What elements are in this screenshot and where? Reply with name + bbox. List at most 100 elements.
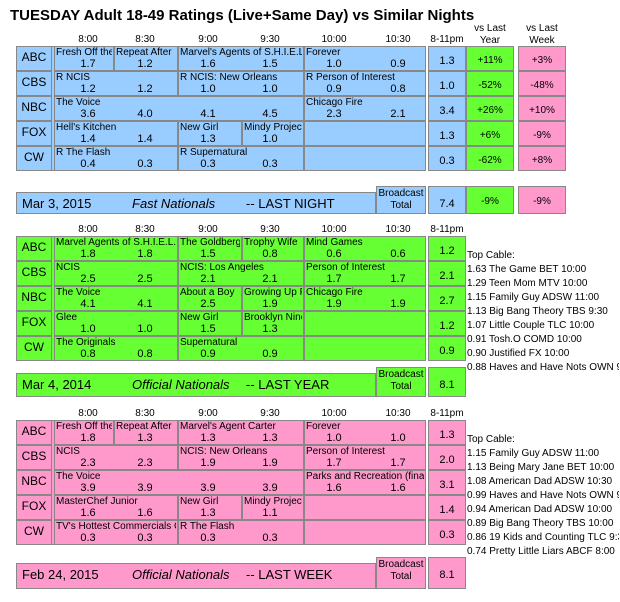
network-label: ABC bbox=[21, 424, 47, 438]
show-name: Marvel Agents of S.H.I.E.L.D bbox=[56, 237, 176, 248]
show-cell bbox=[242, 121, 304, 146]
show-name: Supernatural bbox=[180, 337, 238, 348]
rating-value: 1.6 bbox=[200, 58, 216, 70]
total-cell bbox=[428, 311, 466, 336]
network-label: FOX bbox=[21, 315, 47, 329]
time-slot-header: 8:30 bbox=[135, 34, 155, 45]
rating-value: 0.9 bbox=[262, 348, 278, 360]
network-cell bbox=[16, 71, 52, 96]
time-slot-header: 10:30 bbox=[385, 408, 411, 419]
top-cable-item: 0.91 Tosh.O COMD 10:00 bbox=[467, 334, 582, 345]
rating-value: 1.9 bbox=[262, 457, 278, 469]
show-name: Brooklyn Nine bbox=[244, 312, 302, 323]
top-cable-item: 1.08 American Dad ADSW 10:30 bbox=[467, 476, 613, 487]
rating-value: 4.1 bbox=[200, 108, 216, 120]
time-slot-header: 8-11pm bbox=[430, 408, 464, 419]
rating-value: 0.3 bbox=[262, 532, 278, 544]
show-name: NCIS bbox=[56, 262, 80, 273]
footer-suffix: -- LAST WEEK bbox=[246, 567, 333, 582]
show-name: Fresh Off the bbox=[56, 47, 112, 58]
show-cell bbox=[54, 261, 178, 286]
show-cell bbox=[242, 286, 304, 311]
time-slot-header: 9:00 bbox=[198, 408, 218, 419]
rating-value: 0.3 bbox=[200, 532, 216, 544]
show-name: R NCIS bbox=[56, 72, 90, 83]
show-cell bbox=[242, 311, 304, 336]
show-name: Repeat After bbox=[116, 47, 172, 58]
show-cell bbox=[54, 520, 178, 545]
footer-label: Official Nationals bbox=[132, 567, 230, 582]
show-cell bbox=[54, 121, 178, 146]
network-cell bbox=[16, 445, 52, 470]
show-cell bbox=[54, 71, 178, 96]
show-cell bbox=[178, 46, 304, 71]
rating-value: 1.7 bbox=[390, 273, 406, 285]
rating-value: 1.9 bbox=[390, 298, 406, 310]
time-slot-header: 8-11pm bbox=[430, 34, 464, 45]
network-cell bbox=[16, 121, 52, 146]
show-name: The Originals bbox=[56, 337, 116, 348]
show-cell bbox=[178, 236, 242, 261]
rating-value: 1.0 bbox=[80, 323, 96, 335]
total-value: 0.3 bbox=[439, 155, 455, 167]
top-cable-item: 1.63 The Game BET 10:00 bbox=[467, 264, 587, 275]
vs-year-cell bbox=[466, 96, 514, 121]
total-cell bbox=[428, 96, 466, 121]
network-label: CBS bbox=[21, 449, 47, 463]
top-cable-heading: Top Cable: bbox=[467, 434, 515, 445]
network-cell bbox=[16, 311, 52, 336]
network-label: ABC bbox=[21, 240, 47, 254]
total-value: 2.0 bbox=[439, 454, 455, 466]
vs-year-cell bbox=[466, 121, 514, 146]
rating-value: 1.2 bbox=[80, 83, 96, 95]
network-label: CBS bbox=[21, 265, 47, 279]
rating-value: 2.5 bbox=[137, 273, 153, 285]
total-cell bbox=[428, 286, 466, 311]
rating-value: 4.1 bbox=[137, 298, 153, 310]
rating-value: 1.3 bbox=[200, 133, 216, 145]
total-cell bbox=[428, 495, 466, 520]
rating-value: 2.3 bbox=[80, 457, 96, 469]
show-cell bbox=[178, 445, 304, 470]
rating-value: 2.1 bbox=[262, 273, 278, 285]
total-cell bbox=[428, 236, 466, 261]
show-cell bbox=[54, 286, 178, 311]
show-cell bbox=[178, 495, 242, 520]
show-cell bbox=[54, 420, 114, 445]
show-cell bbox=[178, 420, 304, 445]
broadcast-total-cell bbox=[428, 557, 466, 589]
vs-week-value: +3% bbox=[531, 55, 553, 66]
footer-band bbox=[16, 563, 376, 589]
network-label: FOX bbox=[21, 499, 47, 513]
rating-value: 1.2 bbox=[137, 58, 153, 70]
rating-value: 1.3 bbox=[200, 507, 216, 519]
total-value: 0.9 bbox=[439, 345, 455, 357]
vs-last-year-header: vs Last Year bbox=[474, 23, 506, 46]
time-slot-header: 9:30 bbox=[260, 34, 280, 45]
rating-value: 1.9 bbox=[200, 457, 216, 469]
show-cell bbox=[304, 96, 426, 121]
show-name: NCIS: New Orleans bbox=[180, 446, 268, 457]
network-label: CW bbox=[24, 340, 44, 354]
show-name: Mind Games bbox=[306, 237, 363, 248]
show-name: New Girl bbox=[180, 496, 219, 507]
rating-value: 2.5 bbox=[80, 273, 96, 285]
broadcast-cell bbox=[376, 557, 426, 589]
top-cable-item: 0.90 Justified FX 10:00 bbox=[467, 348, 570, 359]
network-label: CW bbox=[24, 524, 44, 538]
vs-year-value: +6% bbox=[479, 130, 501, 141]
show-name: Parks and Recreation (final bbox=[306, 471, 424, 482]
show-name: Marvel's Agents of S.H.I.E.L bbox=[180, 47, 302, 58]
show-name: R Supernatural bbox=[180, 147, 248, 158]
time-slot-header: 10:00 bbox=[321, 34, 347, 45]
time-slot-header: 8:30 bbox=[135, 224, 155, 235]
time-slot-header: 8-11pm bbox=[430, 224, 464, 235]
show-name: Mindy Project bbox=[244, 122, 302, 133]
footer-vs-year-cell bbox=[466, 186, 514, 214]
show-name: Repeat After bbox=[116, 421, 172, 432]
broadcast-cell bbox=[376, 367, 426, 397]
rating-value: 1.0 bbox=[326, 432, 342, 444]
show-name: Mindy Project bbox=[244, 496, 302, 507]
footer-date: Feb 24, 2015 bbox=[22, 567, 99, 582]
rating-value: 1.6 bbox=[326, 482, 342, 494]
